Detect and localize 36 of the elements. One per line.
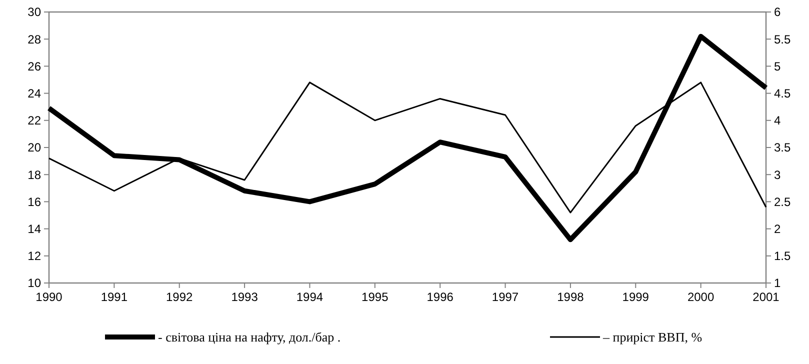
x-tick-label: 1995: [362, 290, 389, 304]
y2-tick-label: 4.5: [774, 86, 792, 100]
y-tick-label: 26: [28, 59, 42, 74]
y2-tick-label: 5: [774, 59, 781, 74]
y2-tick-label: 2.5: [774, 194, 792, 209]
x-tick-label: 1997: [492, 290, 519, 304]
x-tick-label: 1998: [557, 290, 584, 304]
y2-tick-label: 3.5: [774, 140, 792, 155]
x-tick-label: 1992: [166, 290, 194, 304]
y-tick-label: 24: [28, 86, 42, 100]
x-tick-label: 1996: [426, 290, 454, 304]
legend-label: – приріст ВВП, %: [602, 330, 702, 345]
y2-tick-label: 3: [774, 168, 781, 182]
y-tick-label: 12: [28, 249, 42, 264]
x-tick-label: 1990: [36, 290, 63, 304]
legend-label: - світова ціна на нафту, дол./бар .: [158, 330, 341, 345]
y2-tick-label: 6: [774, 5, 781, 20]
y2-tick-label: 1.5: [774, 249, 792, 264]
y-tick-label: 16: [28, 194, 42, 209]
x-tick-label: 1999: [622, 290, 650, 304]
y-tick-label: 10: [28, 276, 42, 290]
y2-tick-label: 5.5: [774, 32, 792, 46]
y-tick-label: 18: [28, 168, 42, 182]
y-tick-label: 20: [28, 140, 42, 155]
x-tick-label: 1993: [231, 290, 258, 304]
y-tick-label: 28: [28, 32, 42, 46]
y2-tick-label: 2: [774, 222, 781, 236]
x-tick-label: 2001: [752, 290, 780, 304]
x-tick-label: 2000: [687, 290, 714, 304]
y2-tick-label: 1: [774, 276, 781, 290]
x-tick-label: 1991: [100, 290, 128, 304]
y-tick-label: 30: [28, 5, 42, 20]
y-tick-label: 14: [28, 222, 42, 236]
y-tick-label: 22: [28, 114, 42, 128]
y2-tick-label: 4: [774, 114, 781, 128]
x-tick-label: 1994: [296, 290, 324, 304]
